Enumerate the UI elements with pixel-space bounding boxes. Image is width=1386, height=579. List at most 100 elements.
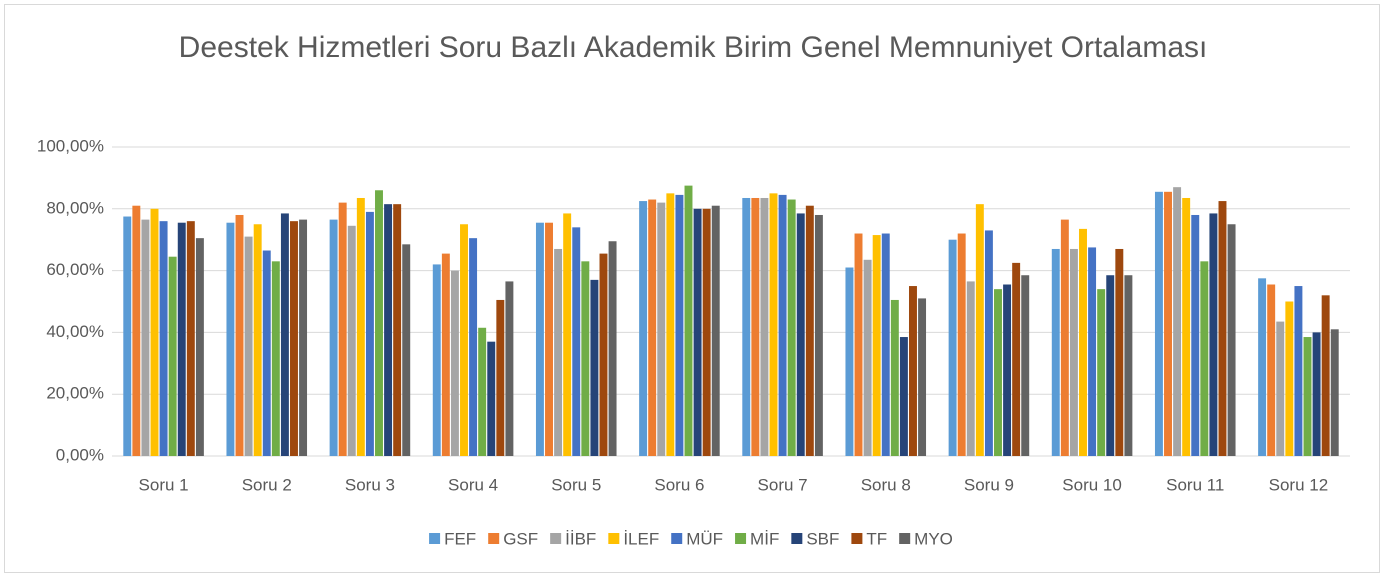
bar xyxy=(487,341,496,456)
bar xyxy=(244,236,253,456)
bar xyxy=(581,261,590,456)
bar xyxy=(1003,284,1012,456)
bar xyxy=(1227,224,1236,456)
legend-label: TF xyxy=(866,529,887,548)
bar xyxy=(168,256,177,456)
bar xyxy=(469,238,478,456)
chart-frame xyxy=(4,4,1380,573)
bar xyxy=(1051,248,1060,456)
bar xyxy=(262,250,271,456)
x-tick-label: Soru 8 xyxy=(861,475,911,494)
bar xyxy=(563,213,572,456)
bar xyxy=(814,214,823,456)
legend-swatch xyxy=(550,533,562,544)
legend-swatch xyxy=(791,533,803,544)
bar xyxy=(1303,337,1312,456)
bar xyxy=(1294,286,1303,456)
bar xyxy=(787,199,796,456)
bar xyxy=(1218,201,1227,456)
bar xyxy=(778,194,787,456)
bar xyxy=(347,225,356,456)
bar xyxy=(1115,248,1124,456)
bar xyxy=(1209,213,1218,456)
x-tick-label: Soru 5 xyxy=(551,475,601,494)
bar xyxy=(796,213,805,456)
bar xyxy=(432,264,441,456)
y-tick-label: 100,00% xyxy=(37,136,104,155)
bar xyxy=(648,199,657,456)
legend-swatch xyxy=(429,533,441,544)
bar xyxy=(402,244,411,456)
legend-label: GSF xyxy=(503,529,538,548)
legend-label: MYO xyxy=(914,529,953,548)
bar xyxy=(186,221,195,456)
bar xyxy=(1182,197,1191,457)
bar xyxy=(760,197,769,457)
bar xyxy=(1021,275,1030,456)
legend-label: MÜF xyxy=(686,529,723,548)
bar xyxy=(608,241,617,456)
bar xyxy=(356,197,365,457)
bar xyxy=(751,197,760,457)
x-tick-label: Soru 11 xyxy=(1166,475,1224,494)
bar xyxy=(590,279,599,456)
bar xyxy=(535,222,544,456)
legend-swatch xyxy=(671,533,683,544)
bar xyxy=(666,193,675,456)
bar xyxy=(253,224,262,456)
legend-label: İLEF xyxy=(623,529,659,548)
x-tick-label: Soru 12 xyxy=(1269,475,1329,494)
bar xyxy=(496,299,505,456)
bar xyxy=(132,205,141,456)
bar xyxy=(1276,321,1285,456)
x-tick-label: Soru 2 xyxy=(242,475,292,494)
bar xyxy=(159,221,168,456)
bar xyxy=(769,193,778,456)
bar xyxy=(1258,278,1267,456)
bar xyxy=(1106,275,1115,456)
bar xyxy=(329,219,338,456)
bar xyxy=(280,213,289,456)
bar xyxy=(899,337,908,456)
bar xyxy=(1069,248,1078,456)
bar xyxy=(1097,289,1106,456)
bar xyxy=(1200,261,1209,456)
bar xyxy=(450,270,459,456)
bar xyxy=(1191,214,1200,456)
bar xyxy=(909,286,917,456)
legend-swatch xyxy=(488,533,500,544)
bar xyxy=(1330,329,1339,456)
x-tick-label: Soru 3 xyxy=(345,475,395,494)
bar xyxy=(675,194,684,456)
bar xyxy=(177,222,186,456)
bar xyxy=(1060,219,1069,456)
bar xyxy=(365,211,374,456)
bar xyxy=(384,204,393,456)
x-tick-label: Soru 10 xyxy=(1062,475,1122,494)
bar xyxy=(299,219,308,456)
x-tick-label: Soru 9 xyxy=(964,475,1014,494)
bar xyxy=(1312,332,1321,456)
bar xyxy=(338,202,347,456)
legend-swatch xyxy=(899,533,911,544)
bar xyxy=(195,238,204,456)
bar xyxy=(1124,275,1133,456)
bar xyxy=(441,253,450,456)
bar xyxy=(1321,295,1330,456)
bar xyxy=(639,201,648,456)
bar xyxy=(863,259,872,456)
y-tick-label: 0,00% xyxy=(56,445,104,464)
bar xyxy=(599,253,608,456)
bar xyxy=(890,299,899,456)
x-tick-label: Soru 4 xyxy=(448,475,498,494)
y-tick-label: 40,00% xyxy=(46,322,104,341)
bar xyxy=(290,221,298,456)
bar xyxy=(1012,262,1021,456)
bar xyxy=(702,208,711,456)
bar xyxy=(845,267,854,456)
bar xyxy=(975,204,984,456)
legend-swatch xyxy=(735,533,747,544)
bar xyxy=(854,233,863,456)
bar xyxy=(393,204,402,456)
